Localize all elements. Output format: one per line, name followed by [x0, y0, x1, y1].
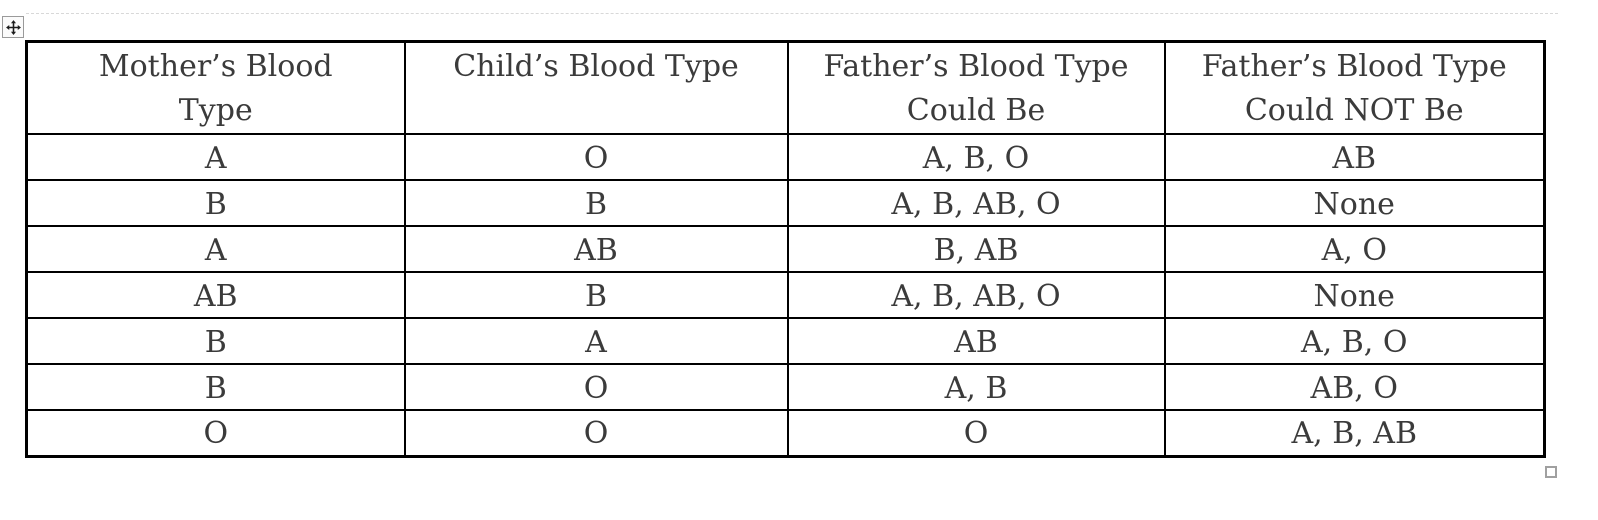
- table-cell[interactable]: A, B, O: [786, 133, 1166, 181]
- header-line: Could NOT Be: [1244, 93, 1464, 128]
- table-cell[interactable]: B: [25, 179, 406, 227]
- table-row: A AB B, AB A, O: [25, 225, 1546, 273]
- table-cell[interactable]: B: [403, 179, 789, 227]
- table-cell[interactable]: A: [25, 133, 406, 181]
- header-cell-childs-blood-type[interactable]: Child’s Blood Type: [403, 40, 789, 135]
- table-cell[interactable]: B: [25, 317, 406, 365]
- table-header-row: Mother’s Blood Type Child’s Blood Type F…: [25, 40, 1546, 135]
- table-resize-handle[interactable]: [1545, 466, 1557, 478]
- table-cell[interactable]: AB: [25, 271, 406, 319]
- table-row: B O A, B AB, O: [25, 363, 1546, 411]
- table-cell[interactable]: A, B, O: [1163, 317, 1546, 365]
- header-line: Mother’s Blood: [98, 49, 333, 84]
- header-line: Father’s Blood Type: [1201, 49, 1507, 84]
- header-line: Child’s Blood Type: [453, 49, 739, 84]
- header-cell-mothers-blood-type[interactable]: Mother’s Blood Type: [25, 40, 406, 135]
- table-row: B A AB A, B, O: [25, 317, 1546, 365]
- header-cell-father-could-not-be[interactable]: Father’s Blood Type Could NOT Be: [1163, 40, 1546, 135]
- table-cell[interactable]: O: [403, 409, 789, 457]
- table-cell[interactable]: None: [1163, 271, 1546, 319]
- header-line: Type: [178, 93, 253, 128]
- header-line: Could Be: [906, 93, 1046, 128]
- move-icon: [5, 19, 21, 35]
- table-cell[interactable]: AB: [403, 225, 789, 273]
- table-cell[interactable]: A, B: [786, 363, 1166, 411]
- header-line: Father’s Blood Type: [823, 49, 1129, 84]
- table-cell[interactable]: A, O: [1163, 225, 1546, 273]
- table-row: A O A, B, O AB: [25, 133, 1546, 181]
- table-cell[interactable]: O: [403, 363, 789, 411]
- text-boundary-line: [26, 13, 1558, 14]
- table-cell[interactable]: AB: [1163, 133, 1546, 181]
- table-cell[interactable]: O: [25, 409, 406, 457]
- header-cell-father-could-be[interactable]: Father’s Blood Type Could Be: [786, 40, 1166, 135]
- table-row: AB B A, B, AB, O None: [25, 271, 1546, 319]
- table-row: O O O A, B, AB: [25, 409, 1546, 457]
- table-cell[interactable]: AB, O: [1163, 363, 1546, 411]
- table-cell[interactable]: O: [403, 133, 789, 181]
- table-cell[interactable]: None: [1163, 179, 1546, 227]
- blood-type-table: Mother’s Blood Type Child’s Blood Type F…: [25, 40, 1546, 458]
- table-move-handle[interactable]: [2, 16, 24, 38]
- table-cell[interactable]: A: [403, 317, 789, 365]
- table-cell[interactable]: B: [25, 363, 406, 411]
- table-cell[interactable]: A, B, AB, O: [786, 271, 1166, 319]
- table-cell[interactable]: B, AB: [786, 225, 1166, 273]
- table-cell[interactable]: AB: [786, 317, 1166, 365]
- table-cell[interactable]: B: [403, 271, 789, 319]
- table-cell[interactable]: A, B, AB: [1163, 409, 1546, 457]
- table-cell[interactable]: O: [786, 409, 1166, 457]
- table-cell[interactable]: A, B, AB, O: [786, 179, 1166, 227]
- table-row: B B A, B, AB, O None: [25, 179, 1546, 227]
- table-cell[interactable]: A: [25, 225, 406, 273]
